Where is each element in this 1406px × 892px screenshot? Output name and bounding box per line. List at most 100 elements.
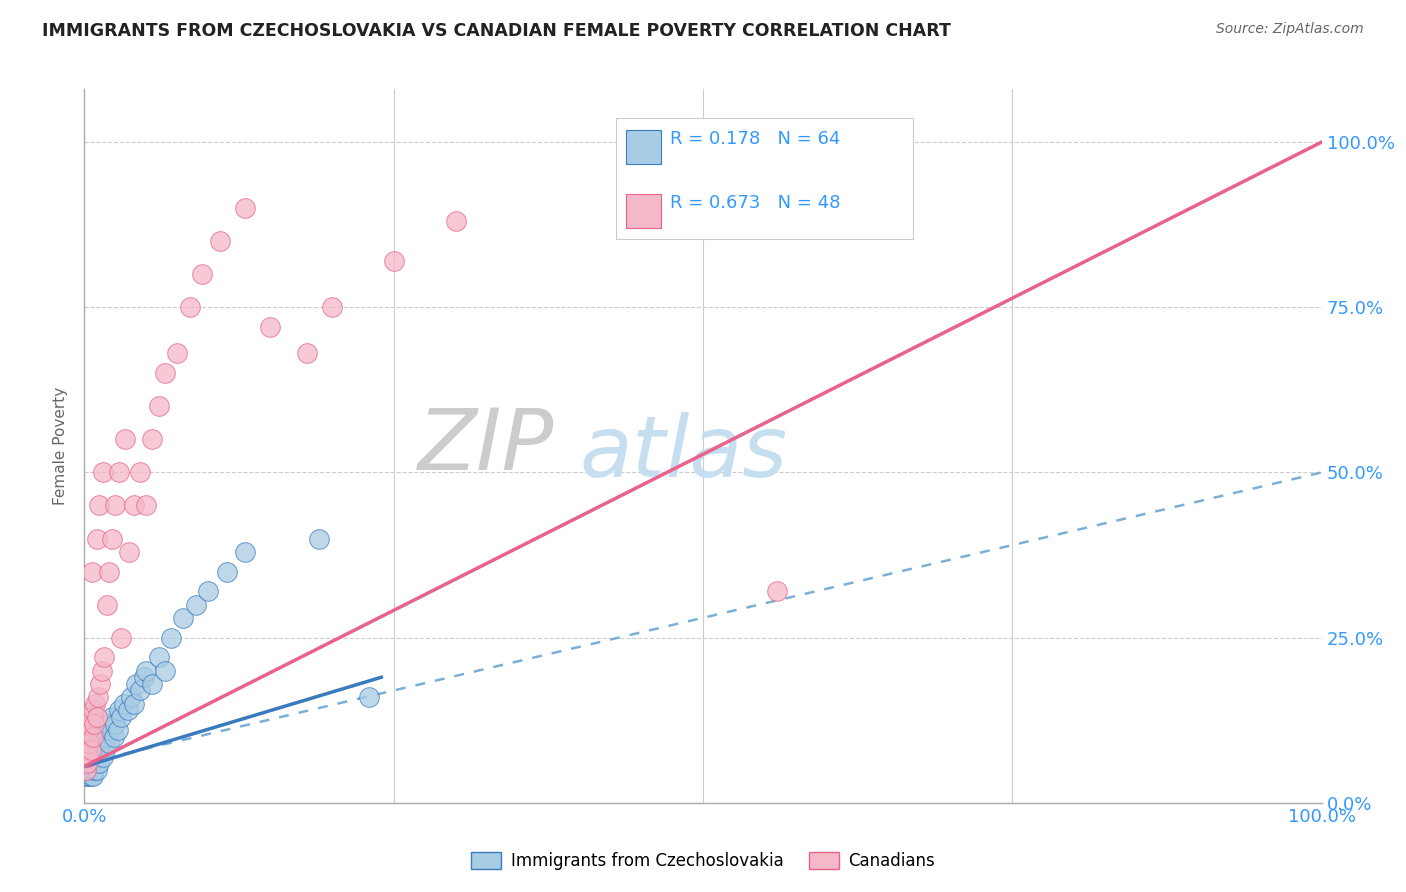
Point <box>84 697 107 711</box>
Point <box>76 736 98 750</box>
Point <box>90 736 112 750</box>
Point <box>75 756 97 771</box>
Point <box>122 697 145 711</box>
Point <box>382 254 405 268</box>
Point <box>89 677 111 691</box>
Point <box>98 736 121 750</box>
FancyBboxPatch shape <box>626 130 661 164</box>
Point <box>83 716 105 731</box>
Point <box>75 769 97 783</box>
Point <box>148 650 170 665</box>
Point <box>77 769 100 783</box>
Point <box>104 499 127 513</box>
Point <box>107 723 129 738</box>
FancyBboxPatch shape <box>616 118 914 239</box>
Point <box>79 716 101 731</box>
Point <box>79 710 101 724</box>
Point <box>153 664 176 678</box>
Point <box>766 584 789 599</box>
Point <box>84 730 107 744</box>
Point <box>83 743 105 757</box>
Y-axis label: Female Poverty: Female Poverty <box>53 387 69 505</box>
Point <box>172 611 194 625</box>
Point <box>89 756 111 771</box>
Point <box>77 749 100 764</box>
Point <box>82 703 104 717</box>
Point <box>118 545 141 559</box>
Point <box>80 565 103 579</box>
Point <box>82 736 104 750</box>
Point <box>76 730 98 744</box>
Point <box>233 545 256 559</box>
Point <box>141 677 163 691</box>
Point <box>89 730 111 744</box>
Point <box>112 697 135 711</box>
Point <box>233 201 256 215</box>
Point <box>87 690 110 704</box>
Point <box>79 769 101 783</box>
Point <box>87 749 110 764</box>
Point <box>76 763 98 777</box>
Point <box>100 532 122 546</box>
Point <box>184 598 207 612</box>
Point <box>135 499 157 513</box>
Point <box>120 690 142 704</box>
Text: R = 0.178   N = 64: R = 0.178 N = 64 <box>669 130 839 148</box>
Point <box>77 756 100 771</box>
Point <box>141 433 163 447</box>
Point <box>79 756 101 771</box>
Point <box>108 703 131 717</box>
Point <box>122 499 145 513</box>
Point <box>86 710 108 724</box>
Point <box>153 367 176 381</box>
Point <box>132 670 155 684</box>
Point <box>80 763 103 777</box>
Point <box>215 565 238 579</box>
Text: Source: ZipAtlas.com: Source: ZipAtlas.com <box>1216 22 1364 37</box>
Point <box>93 650 115 665</box>
Point <box>76 749 98 764</box>
Point <box>295 346 318 360</box>
Point <box>100 710 122 724</box>
Point <box>90 664 112 678</box>
Point <box>191 267 214 281</box>
Point <box>321 300 343 314</box>
Point <box>129 466 152 480</box>
Point <box>83 763 105 777</box>
Point <box>104 716 127 731</box>
Point <box>84 756 107 771</box>
Point <box>76 756 98 771</box>
Point <box>129 683 152 698</box>
Point <box>444 214 467 228</box>
Point <box>80 730 103 744</box>
Point <box>82 769 104 783</box>
Point <box>110 631 132 645</box>
Point <box>98 565 121 579</box>
Point <box>148 400 170 414</box>
Point <box>89 743 111 757</box>
Point <box>75 743 97 757</box>
Point <box>75 743 97 757</box>
Point <box>103 730 125 744</box>
Text: atlas: atlas <box>579 411 787 495</box>
Point <box>197 584 219 599</box>
Point <box>89 499 111 513</box>
Point <box>125 677 148 691</box>
Point <box>166 346 188 360</box>
Point <box>79 736 101 750</box>
Point <box>357 690 380 704</box>
Point <box>160 631 183 645</box>
Point <box>97 716 120 731</box>
Text: R = 0.673   N = 48: R = 0.673 N = 48 <box>669 194 841 212</box>
Point <box>79 743 101 757</box>
Point <box>82 749 104 764</box>
Point <box>179 300 201 314</box>
Point <box>91 749 114 764</box>
Point <box>96 730 118 744</box>
Text: ZIP: ZIP <box>418 404 554 488</box>
Point <box>209 234 232 248</box>
Point <box>86 743 108 757</box>
Point <box>79 743 101 757</box>
Text: IMMIGRANTS FROM CZECHOSLOVAKIA VS CANADIAN FEMALE POVERTY CORRELATION CHART: IMMIGRANTS FROM CZECHOSLOVAKIA VS CANADI… <box>42 22 950 40</box>
Point <box>77 743 100 757</box>
